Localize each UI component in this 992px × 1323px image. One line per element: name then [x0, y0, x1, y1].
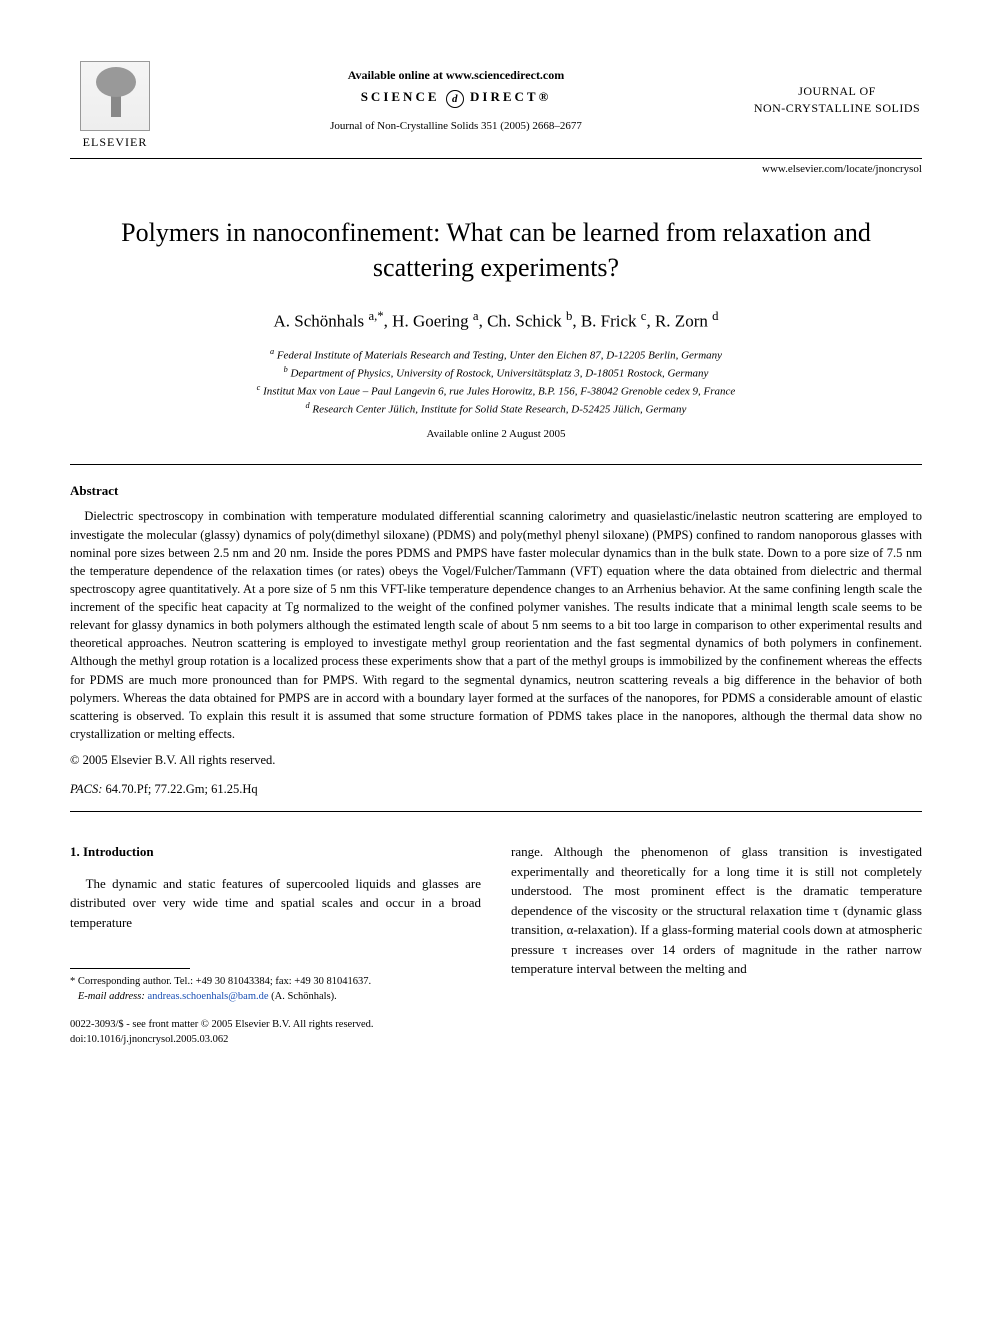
- affiliation-b: b Department of Physics, University of R…: [70, 364, 922, 382]
- intro-para-2: range. Although the phenomenon of glass …: [511, 842, 922, 979]
- post-abstract-rule: [70, 811, 922, 812]
- affiliations: a Federal Institute of Materials Researc…: [70, 346, 922, 419]
- sd-left: SCIENCE: [361, 89, 440, 104]
- center-header: Available online at www.sciencedirect.co…: [160, 68, 752, 131]
- abstract-copyright: © 2005 Elsevier B.V. All rights reserved…: [70, 753, 922, 768]
- doi-line: doi:10.1016/j.jnoncrysol.2005.03.062: [70, 1033, 922, 1048]
- column-right: range. Although the phenomenon of glass …: [511, 842, 922, 1004]
- journal-name-line2: NON-CRYSTALLINE SOLIDS: [752, 100, 922, 117]
- affiliation-c: c Institut Max von Laue – Paul Langevin …: [70, 382, 922, 400]
- footnote-separator: [70, 968, 190, 969]
- available-date: Available online 2 August 2005: [70, 428, 922, 440]
- author-list: A. Schönhals a,*, H. Goering a, Ch. Schi…: [70, 309, 922, 332]
- author-email-link[interactable]: andreas.schoenhals@bam.de: [147, 991, 268, 1002]
- issn-line: 0022-3093/$ - see front matter © 2005 El…: [70, 1018, 922, 1033]
- affiliation-a: a Federal Institute of Materials Researc…: [70, 346, 922, 364]
- sciencedirect-logo: SCIENCE d DIRECT®: [160, 89, 752, 107]
- pacs-label: PACS:: [70, 782, 102, 796]
- intro-para-1: The dynamic and static features of super…: [70, 874, 481, 933]
- sd-d-icon: d: [446, 90, 464, 108]
- elsevier-tree-icon: [80, 61, 150, 131]
- email-footnote: E-mail address: andreas.schoenhals@bam.d…: [70, 990, 481, 1005]
- pacs-line: PACS: 64.70.Pf; 77.22.Gm; 61.25.Hq: [70, 782, 922, 797]
- pacs-codes: 64.70.Pf; 77.22.Gm; 61.25.Hq: [106, 782, 258, 796]
- journal-title-box: JOURNAL OF NON-CRYSTALLINE SOLIDS: [752, 83, 922, 117]
- column-left: 1. Introduction The dynamic and static f…: [70, 842, 481, 1004]
- page-header: ELSEVIER Available online at www.science…: [70, 50, 922, 150]
- available-online-text: Available online at www.sciencedirect.co…: [160, 68, 752, 83]
- sd-right: DIRECT®: [470, 89, 551, 104]
- abstract-body: Dielectric spectroscopy in combination w…: [70, 507, 922, 743]
- abstract-heading: Abstract: [70, 483, 922, 499]
- elsevier-logo: ELSEVIER: [70, 50, 160, 150]
- article-title: Polymers in nanoconfinement: What can be…: [110, 215, 882, 285]
- journal-reference: Journal of Non-Crystalline Solids 351 (2…: [160, 120, 752, 132]
- affiliation-d: d Research Center Jülich, Institute for …: [70, 400, 922, 418]
- locate-url: www.elsevier.com/locate/jnoncrysol: [70, 163, 922, 175]
- header-rule: [70, 158, 922, 159]
- email-label: E-mail address:: [78, 991, 145, 1002]
- email-person: (A. Schönhals).: [271, 991, 337, 1002]
- corresponding-author-note: * Corresponding author. Tel.: +49 30 810…: [70, 975, 481, 990]
- journal-name-line1: JOURNAL OF: [752, 83, 922, 100]
- intro-heading: 1. Introduction: [70, 842, 481, 862]
- bottom-info: 0022-3093/$ - see front matter © 2005 El…: [70, 1018, 922, 1047]
- publisher-name: ELSEVIER: [83, 135, 148, 150]
- pre-abstract-rule: [70, 464, 922, 465]
- body-columns: 1. Introduction The dynamic and static f…: [70, 842, 922, 1004]
